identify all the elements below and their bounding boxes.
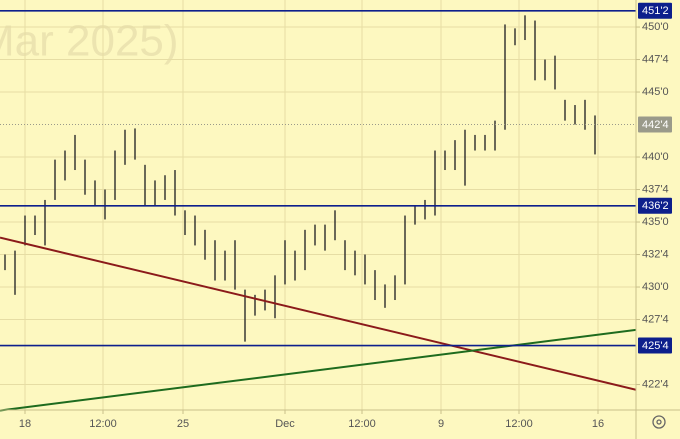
trend-line xyxy=(0,236,637,391)
y-tick-label: 445'0 xyxy=(642,86,669,98)
level-label: 436'2 xyxy=(642,200,669,212)
trend-line xyxy=(0,328,637,412)
x-tick-label: 9 xyxy=(438,418,444,430)
y-tick-label: 450'0 xyxy=(642,21,669,33)
x-tick-label: 16 xyxy=(592,418,604,430)
watermark: Mar 2025) xyxy=(0,17,179,66)
y-tick-label: 427'4 xyxy=(642,313,669,325)
y-tick-label: 432'4 xyxy=(642,248,669,260)
x-tick-label: 12:00 xyxy=(505,418,533,430)
y-tick-label: 440'0 xyxy=(642,151,669,163)
y-tick-label: 430'0 xyxy=(642,281,669,293)
x-tick-label: Dec xyxy=(275,418,295,430)
level-label-box xyxy=(638,116,672,133)
y-tick-label: 437'4 xyxy=(642,183,669,195)
x-tick-label: 18 xyxy=(19,418,31,430)
y-tick-label: 435'0 xyxy=(642,216,669,228)
level-label-box xyxy=(638,337,672,354)
y-tick-label: 447'4 xyxy=(642,53,669,65)
y-tick-label: 422'4 xyxy=(642,378,669,390)
settings-icon-core xyxy=(656,419,662,425)
level-label: 442'4 xyxy=(642,119,669,131)
x-tick-label: 12:00 xyxy=(89,418,117,430)
level-label-box xyxy=(638,2,672,19)
settings-button[interactable] xyxy=(652,415,666,429)
level-label: 425'4 xyxy=(642,340,669,352)
settings-icon xyxy=(652,415,666,429)
x-tick-label: 12:00 xyxy=(348,418,376,430)
x-tick-label: 25 xyxy=(177,418,189,430)
level-label-box xyxy=(638,197,672,214)
level-label: 451'2 xyxy=(642,5,669,17)
